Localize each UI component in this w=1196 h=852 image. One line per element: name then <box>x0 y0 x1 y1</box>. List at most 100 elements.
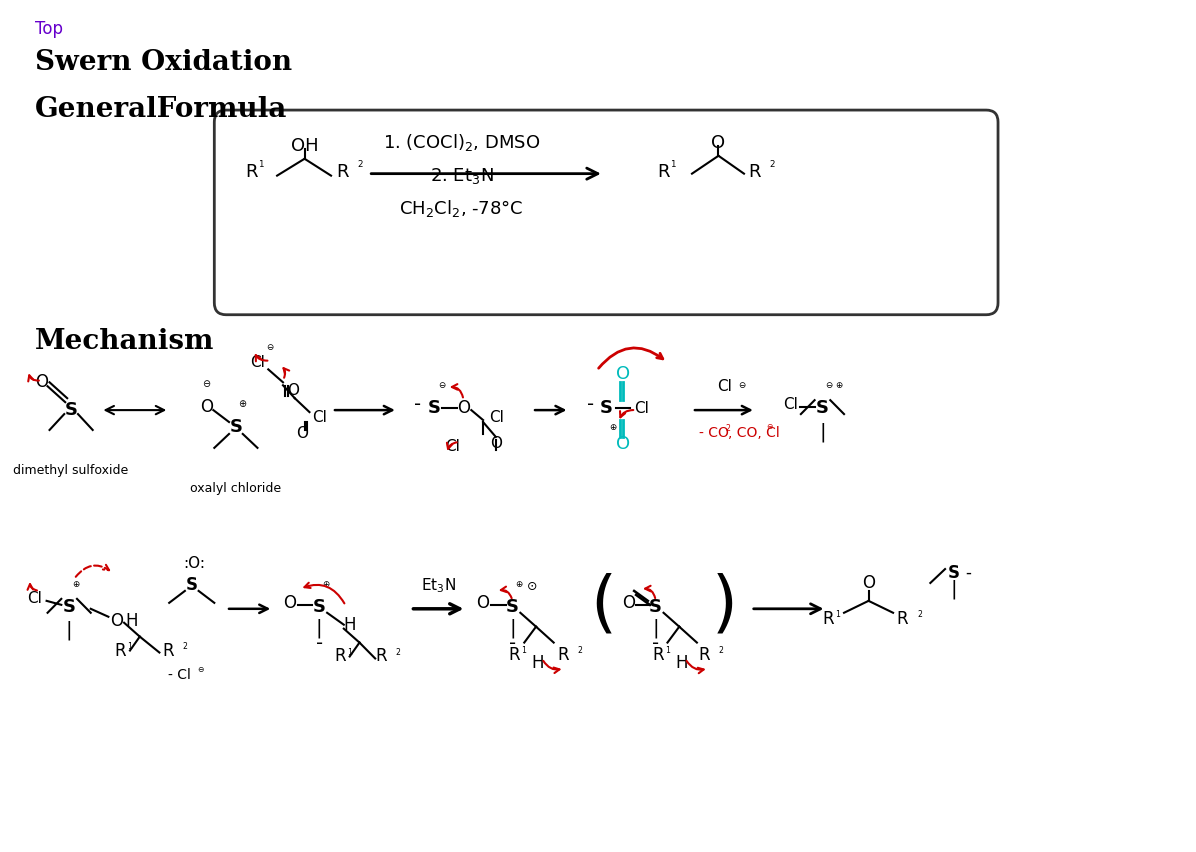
Text: R: R <box>336 163 348 181</box>
Text: O: O <box>200 398 213 416</box>
Text: $^{\oplus}$: $^{\oplus}$ <box>72 580 80 594</box>
Text: Cl: Cl <box>716 379 732 394</box>
Text: Swern Oxidation: Swern Oxidation <box>35 49 292 77</box>
Text: R: R <box>698 646 710 664</box>
Text: S: S <box>185 576 197 594</box>
Text: S: S <box>62 598 75 616</box>
Text: O: O <box>110 612 123 630</box>
Text: S: S <box>600 399 614 417</box>
Text: $_2$: $_2$ <box>725 423 732 435</box>
Text: |: | <box>316 619 323 638</box>
Text: $^{\ominus}$: $^{\ominus}$ <box>825 382 834 394</box>
Text: O: O <box>712 134 726 152</box>
Text: R: R <box>508 646 520 664</box>
Text: $^1$: $^1$ <box>671 160 677 173</box>
Text: $^{\ominus}$: $^{\ominus}$ <box>438 382 446 394</box>
Text: dimethyl sulfoxide: dimethyl sulfoxide <box>13 463 129 477</box>
Text: - CO: - CO <box>698 426 728 440</box>
Text: R: R <box>657 163 670 181</box>
Text: $^{\ominus}$: $^{\ominus}$ <box>202 380 212 394</box>
Text: -: - <box>965 564 971 582</box>
Text: R: R <box>748 163 761 181</box>
Text: $^{\oplus}$: $^{\oplus}$ <box>238 400 248 414</box>
Text: $^2$: $^2$ <box>356 160 364 173</box>
Text: $^2$: $^2$ <box>719 646 725 655</box>
Text: $^1$: $^1$ <box>665 646 671 655</box>
Text: $^{\oplus}$: $^{\oplus}$ <box>515 580 524 594</box>
Text: |: | <box>652 619 659 638</box>
Text: $^2$: $^2$ <box>182 642 188 652</box>
Text: Cl: Cl <box>634 400 649 416</box>
Text: O: O <box>622 594 635 612</box>
Text: H: H <box>126 612 139 630</box>
Text: $^{\oplus}$: $^{\oplus}$ <box>835 382 843 394</box>
Text: S: S <box>506 598 519 616</box>
Text: S: S <box>65 401 78 419</box>
Text: ): ) <box>712 573 737 639</box>
Text: H: H <box>675 654 688 672</box>
Text: Top: Top <box>35 20 63 37</box>
Text: S: S <box>948 564 960 582</box>
Text: $^2$: $^2$ <box>395 648 401 658</box>
Text: OH: OH <box>291 137 318 155</box>
Text: |: | <box>951 579 957 599</box>
Text: GeneralFormula: GeneralFormula <box>35 96 287 124</box>
Text: O: O <box>490 436 502 452</box>
Text: |: | <box>66 621 73 641</box>
Text: ⊙: ⊙ <box>527 580 537 594</box>
Text: $^1$: $^1$ <box>127 642 134 652</box>
Text: S: S <box>649 598 663 616</box>
Text: O: O <box>283 594 297 612</box>
Text: $^{\ominus}$: $^{\ominus}$ <box>765 423 774 433</box>
Text: Cl: Cl <box>445 440 459 454</box>
Text: $^2$: $^2$ <box>769 160 775 173</box>
Text: R: R <box>245 163 257 181</box>
Text: -: - <box>316 634 323 653</box>
Text: $^1$: $^1$ <box>835 610 842 619</box>
Text: H: H <box>343 616 356 634</box>
Text: $^{\ominus}$: $^{\ominus}$ <box>266 344 275 357</box>
Text: R: R <box>115 642 126 659</box>
Text: $^2$: $^2$ <box>916 610 923 619</box>
Text: Cl: Cl <box>312 410 328 424</box>
Text: O: O <box>35 373 48 391</box>
Text: - Cl: - Cl <box>167 669 190 682</box>
Text: $^{\ominus}$: $^{\ominus}$ <box>196 666 205 676</box>
Text: R: R <box>896 610 908 628</box>
Text: $^{\oplus}$: $^{\oplus}$ <box>322 580 330 594</box>
Text: S: S <box>427 399 440 417</box>
Text: S: S <box>313 598 325 616</box>
Text: Et$_3$N: Et$_3$N <box>421 576 456 595</box>
Text: $^{\ominus}$: $^{\ominus}$ <box>738 381 746 394</box>
Text: R: R <box>163 642 173 659</box>
Text: $^2$: $^2$ <box>578 646 584 655</box>
Text: R: R <box>823 610 835 628</box>
Text: Cl: Cl <box>250 355 264 370</box>
Text: $^{\oplus}$: $^{\oplus}$ <box>609 423 618 436</box>
Text: R: R <box>334 648 346 665</box>
Text: Mechanism: Mechanism <box>35 328 214 354</box>
Text: O: O <box>297 427 309 441</box>
Text: , CO, Cl: , CO, Cl <box>728 426 780 440</box>
Text: -: - <box>414 394 421 413</box>
Text: R: R <box>557 646 569 664</box>
Text: H: H <box>532 654 544 672</box>
Text: O: O <box>287 383 299 398</box>
Text: Cl: Cl <box>782 397 798 412</box>
Text: O: O <box>616 435 630 453</box>
Text: O: O <box>616 366 630 383</box>
Text: R: R <box>652 646 664 664</box>
Text: (: ( <box>591 573 617 639</box>
Text: O: O <box>862 574 875 592</box>
Text: 1. (COCl)$_2$, DMSO: 1. (COCl)$_2$, DMSO <box>383 132 541 153</box>
Text: :O:: :O: <box>184 556 206 571</box>
Text: O: O <box>457 399 470 417</box>
Text: R: R <box>376 648 386 665</box>
Text: -: - <box>509 634 515 653</box>
Text: Cl: Cl <box>489 410 504 424</box>
Text: $^1$: $^1$ <box>347 648 353 658</box>
FancyBboxPatch shape <box>214 110 997 314</box>
Text: oxalyl chloride: oxalyl chloride <box>190 481 281 495</box>
Text: 2. Et$_3$N: 2. Et$_3$N <box>429 165 494 186</box>
Text: S: S <box>230 418 243 436</box>
